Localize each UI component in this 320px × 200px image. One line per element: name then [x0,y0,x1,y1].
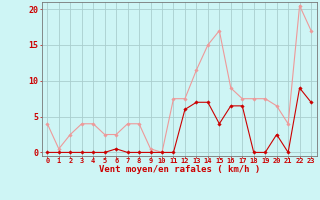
X-axis label: Vent moyen/en rafales ( km/h ): Vent moyen/en rafales ( km/h ) [99,165,260,174]
